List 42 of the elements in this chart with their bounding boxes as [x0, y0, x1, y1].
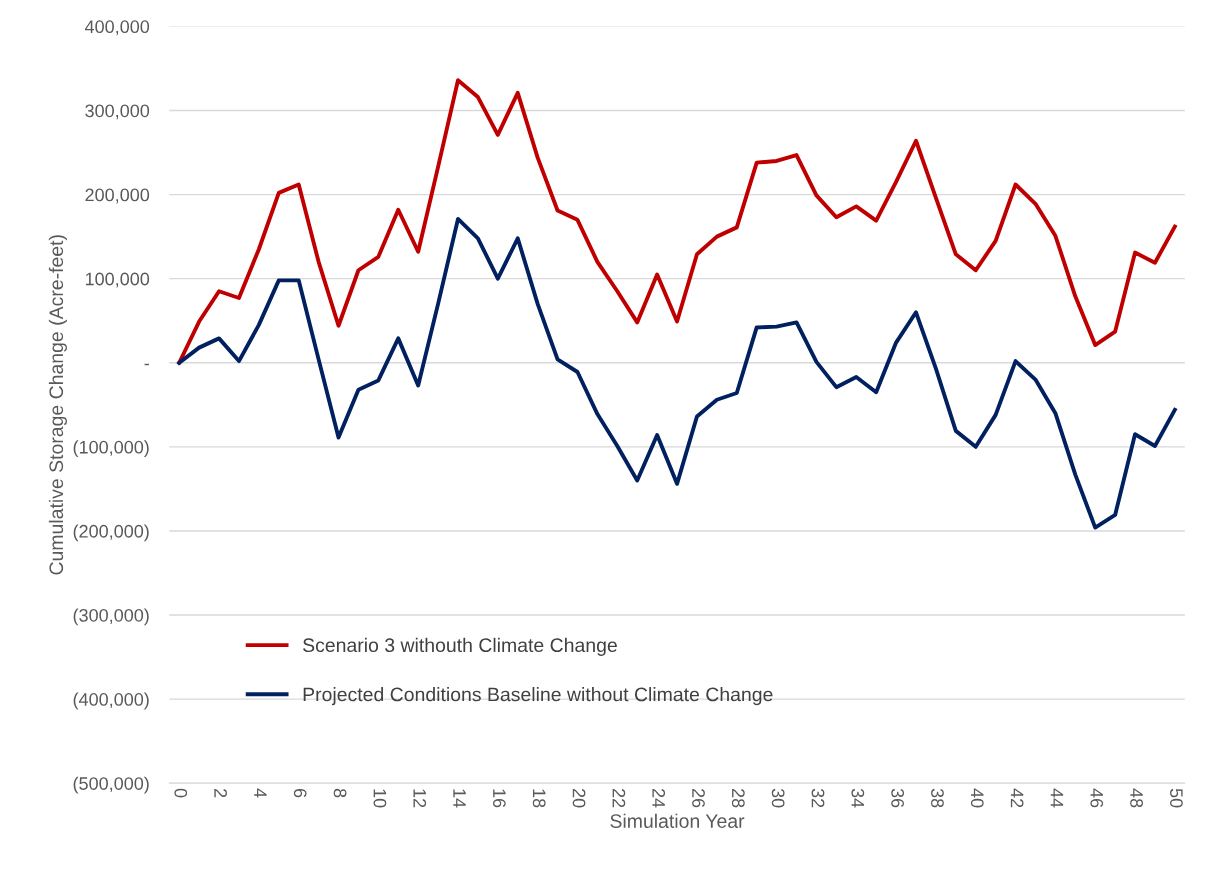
x-axis-title: Simulation Year — [610, 813, 745, 828]
x-tick-label: 14 — [453, 789, 466, 808]
x-tick-label: 34 — [851, 788, 865, 808]
y-tick-label: 100,000 — [85, 272, 150, 288]
y-tick-label: (400,000) — [73, 692, 149, 710]
x-tick-label: 12 — [413, 789, 427, 808]
y-tick-label: (500,000) — [73, 776, 149, 794]
line-series — [177, 78, 1177, 365]
x-tick-label: 2 — [214, 788, 227, 798]
x-tick-label: 26 — [692, 788, 705, 808]
x-tick-label: 0 — [174, 788, 188, 798]
x-tick-label: 10 — [373, 789, 387, 808]
legend-label: Scenario 3 withouth Climate Change — [303, 637, 617, 656]
x-tick-label: 30 — [771, 788, 785, 808]
y-tick-label: (100,000) — [73, 440, 149, 458]
x-tick-label: 24 — [652, 788, 666, 808]
line-series — [177, 217, 1177, 530]
x-tick-label: 32 — [811, 788, 825, 808]
x-tick-label: 50 — [1170, 788, 1183, 808]
x-tick-label: 20 — [572, 788, 586, 808]
x-tick-label: 4 — [254, 788, 267, 798]
y-tick-label: 400,000 — [84, 20, 150, 36]
x-tick-label: 6 — [293, 788, 307, 798]
x-tick-label: 40 — [970, 788, 984, 808]
x-tick-label: 38 — [931, 788, 944, 808]
y-tick-label: - — [144, 363, 150, 366]
x-tick-label: 44 — [1050, 788, 1064, 808]
y-tick-label: 200,000 — [85, 188, 150, 204]
y-tick-label: (200,000) — [73, 524, 149, 542]
x-tick-label: 28 — [731, 788, 745, 808]
x-tick-label: 36 — [891, 788, 905, 808]
x-tick-label: 18 — [532, 789, 546, 808]
x-tick-label: 22 — [612, 788, 626, 808]
x-tick-label: 46 — [1090, 788, 1104, 808]
x-tick-label: 48 — [1130, 788, 1143, 808]
y-axis-title: Cumulative Storage Change (Acre-feet) — [48, 235, 67, 575]
x-tick-label: 42 — [1010, 788, 1024, 808]
x-tick-label: 8 — [333, 788, 347, 798]
y-tick-label: 300,000 — [85, 104, 150, 120]
x-tick-label: 16 — [492, 789, 506, 808]
legend-label: Projected Conditions Baseline without Climate Change — [303, 687, 773, 706]
y-tick-label: (300,000) — [73, 608, 149, 626]
